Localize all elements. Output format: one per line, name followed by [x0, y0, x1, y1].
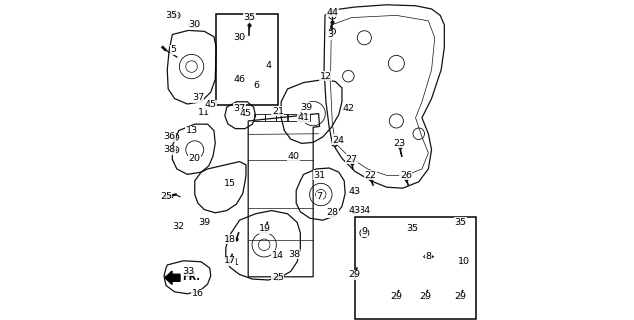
Text: 2: 2	[333, 135, 339, 144]
Text: 14: 14	[272, 251, 284, 260]
Text: 9: 9	[361, 228, 367, 236]
Text: 21: 21	[272, 107, 284, 116]
FancyArrow shape	[165, 271, 180, 284]
Text: 37: 37	[233, 104, 245, 113]
Text: 39: 39	[301, 103, 313, 112]
Text: 17: 17	[224, 256, 236, 265]
Text: 35: 35	[455, 218, 467, 227]
Text: 40: 40	[288, 152, 300, 161]
Text: 10: 10	[458, 257, 470, 266]
Text: 34: 34	[358, 206, 370, 215]
Text: 38: 38	[163, 145, 175, 154]
Text: 6: 6	[254, 81, 260, 90]
Text: 11: 11	[198, 108, 210, 117]
Text: 30: 30	[233, 33, 245, 42]
Text: 23: 23	[394, 139, 406, 148]
Text: 15: 15	[224, 180, 236, 188]
Text: 26: 26	[400, 171, 412, 180]
Bar	[355, 217, 476, 319]
Text: 3: 3	[327, 30, 333, 39]
Text: 45: 45	[240, 109, 252, 118]
Text: 7: 7	[316, 192, 323, 201]
Bar	[216, 14, 278, 105]
Text: 25: 25	[160, 192, 172, 201]
Text: 25: 25	[272, 273, 284, 282]
Text: 28: 28	[327, 208, 339, 217]
Text: FR.: FR.	[182, 272, 200, 282]
Text: 24: 24	[333, 136, 345, 145]
Text: 29: 29	[349, 270, 361, 279]
Text: 41: 41	[297, 113, 309, 122]
Text: 16: 16	[192, 289, 204, 298]
Text: 5: 5	[171, 45, 177, 54]
Text: 32: 32	[172, 222, 185, 231]
Text: 35: 35	[243, 13, 256, 22]
Text: 38: 38	[288, 250, 300, 259]
Text: 45: 45	[205, 100, 217, 109]
Text: 29: 29	[419, 292, 431, 301]
Text: 35: 35	[165, 11, 178, 20]
Text: 46: 46	[233, 75, 245, 84]
Text: 22: 22	[365, 171, 377, 180]
Text: 35: 35	[406, 224, 418, 233]
Text: 36: 36	[163, 132, 175, 141]
Text: 43: 43	[349, 206, 361, 215]
Text: 29: 29	[391, 292, 403, 301]
Text: 29: 29	[455, 292, 467, 301]
Text: 27: 27	[346, 155, 358, 164]
Text: 4: 4	[266, 61, 271, 70]
Text: 13: 13	[186, 126, 198, 135]
Text: 19: 19	[259, 224, 271, 233]
Text: 37: 37	[192, 93, 204, 102]
Text: 33: 33	[182, 267, 195, 276]
Text: 12: 12	[320, 72, 332, 81]
Text: 43: 43	[349, 187, 361, 196]
Text: 8: 8	[425, 252, 431, 261]
Text: 44: 44	[327, 8, 339, 17]
Text: 18: 18	[224, 235, 236, 244]
Text: 30: 30	[188, 20, 200, 29]
Text: 42: 42	[342, 104, 354, 113]
Text: 20: 20	[189, 154, 201, 163]
Text: 39: 39	[198, 218, 210, 227]
Text: 1: 1	[233, 258, 240, 267]
Text: 31: 31	[313, 171, 326, 180]
